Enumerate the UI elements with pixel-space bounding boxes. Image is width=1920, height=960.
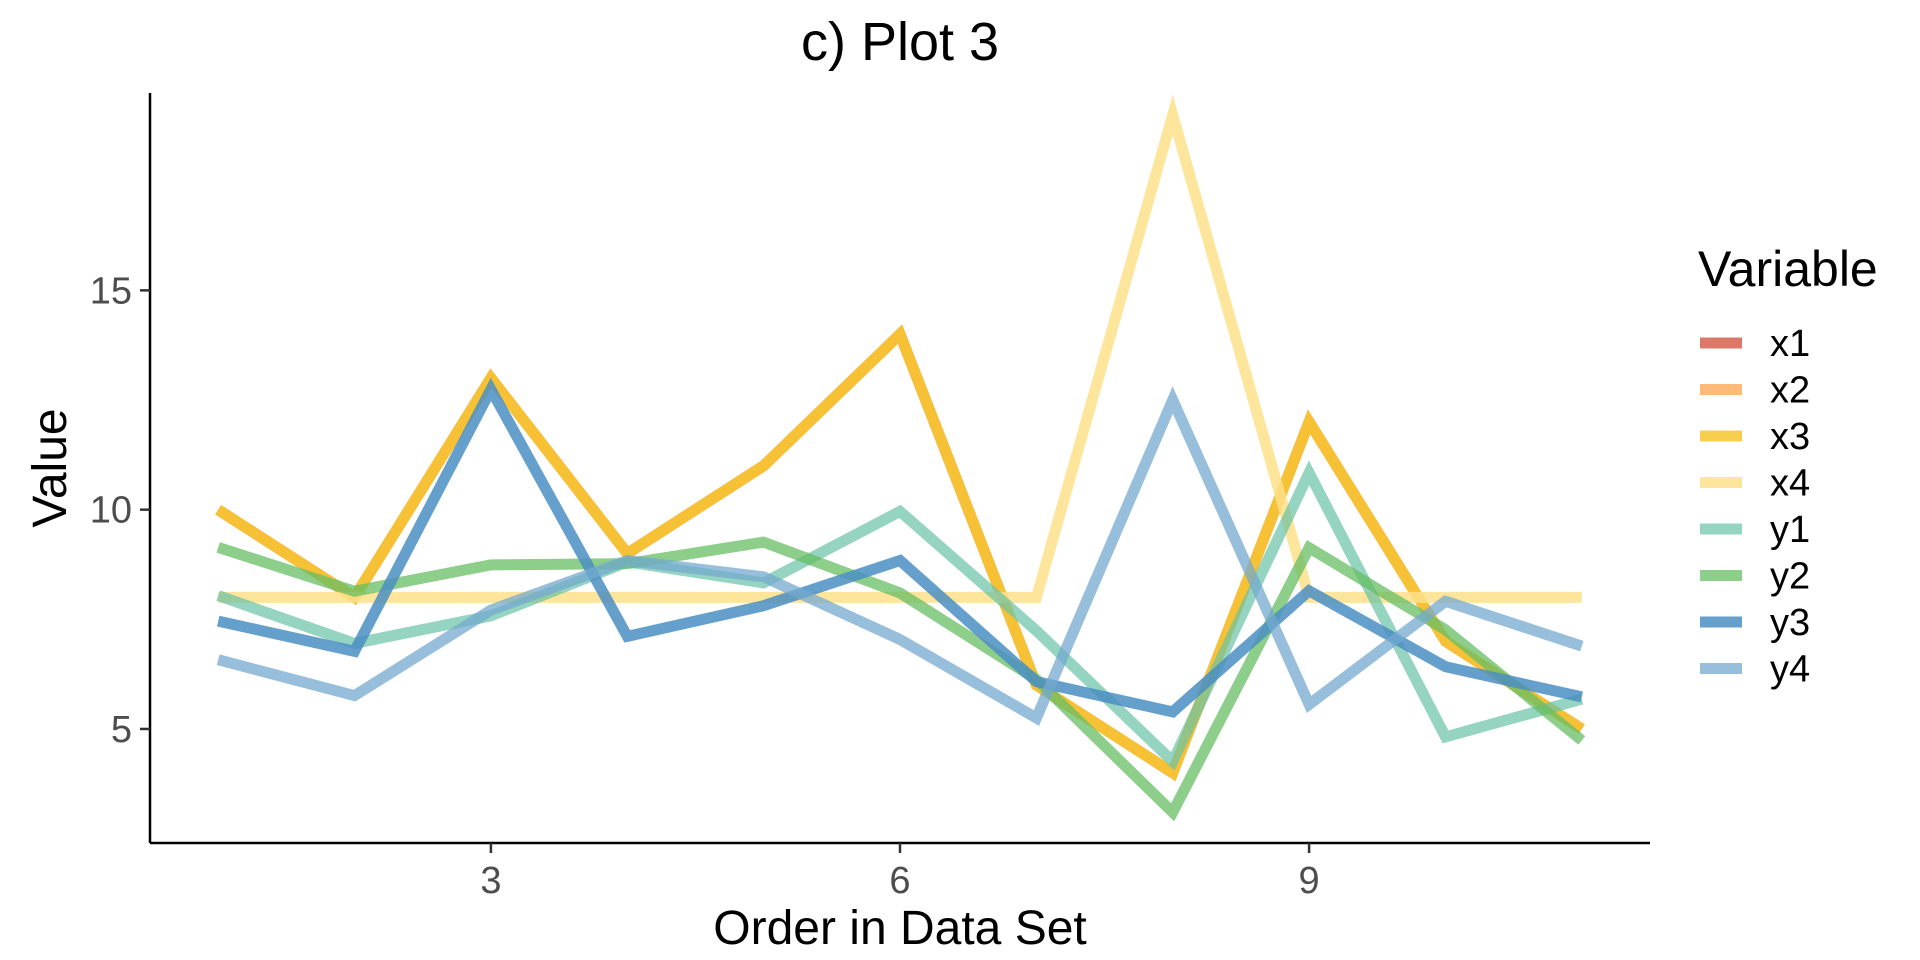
y-axis-title: Value — [24, 408, 77, 527]
legend-label-x2: x2 — [1770, 370, 1810, 412]
series-line-x2 — [215, 324, 1585, 782]
chart-title: c) Plot 3 — [801, 12, 999, 72]
series-line-x3 — [215, 324, 1585, 782]
series-line-y1 — [216, 460, 1584, 771]
legend-label-y4: y4 — [1770, 649, 1810, 691]
y-tick-label-5: 5 — [111, 709, 132, 751]
x-axis-title: Order in Data Set — [713, 902, 1087, 955]
y-tick-label-15: 15 — [90, 270, 132, 312]
y-axis-ticks: 5 10 15 — [90, 270, 150, 751]
series-line-y4 — [216, 386, 1584, 726]
series-lines — [215, 94, 1586, 822]
legend-label-y1: y1 — [1770, 509, 1810, 551]
series-line-x1 — [215, 324, 1585, 782]
legend-title: Variable — [1698, 241, 1878, 297]
x-tick-label-9: 9 — [1299, 860, 1320, 902]
x-tick-label-3: 3 — [480, 860, 501, 902]
x-tick-label-6: 6 — [889, 860, 910, 902]
y-tick-label-10: 10 — [90, 490, 132, 532]
plot-area: 3 6 9 5 10 15 — [90, 93, 1650, 902]
legend-label-x1: x1 — [1770, 323, 1810, 365]
x-axis-ticks: 3 6 9 — [480, 843, 1320, 902]
legend-label-x3: x3 — [1770, 416, 1810, 458]
series-line-y2 — [216, 536, 1586, 822]
legend-label-x4: x4 — [1770, 463, 1810, 505]
legend-label-y3: y3 — [1770, 602, 1810, 644]
legend-label-y2: y2 — [1770, 556, 1810, 598]
series-line-y3 — [217, 377, 1583, 718]
